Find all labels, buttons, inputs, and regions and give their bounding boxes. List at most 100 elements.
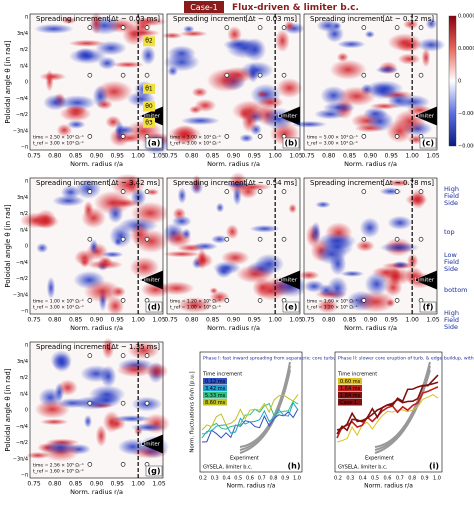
limiter: [414, 106, 437, 126]
blob: [192, 242, 218, 251]
x-tick-label: 1.0: [293, 476, 301, 482]
legend-entry: 1.64 ms: [340, 386, 361, 392]
legend-swatch: [203, 399, 227, 406]
panel-label: (e): [285, 303, 298, 312]
panel: Limiter Spreading increment [Δt ~ 0.78 ms]…: [298, 177, 440, 332]
blob: [386, 179, 412, 187]
blob: [397, 53, 421, 65]
blob: [410, 188, 426, 210]
x-tick-label: 1.00: [405, 153, 419, 160]
plot-label: (h): [287, 462, 300, 471]
probe-marker: [361, 25, 367, 30]
probe-marker: [418, 25, 424, 30]
colorbar-tick: −0.00002: [458, 111, 474, 117]
limiter-label: Limiter: [141, 114, 161, 120]
panel-increment: [Δt ~ 0.54 ms]: [245, 179, 297, 187]
side-label-word: Field: [444, 258, 459, 266]
panel-time: time = 1.00 × 10⁵ Ωᵢ⁻¹: [33, 299, 84, 305]
x-tick-label: 0.6: [384, 476, 392, 482]
blob: [19, 212, 52, 229]
probe-marker: [224, 189, 230, 194]
x-axis-label: Norm. radius r/a: [344, 160, 397, 168]
probe-marker: [87, 72, 93, 78]
panel-label: (c): [422, 139, 434, 148]
probe-marker: [394, 189, 400, 194]
blob: [180, 116, 220, 126]
limiter: [277, 106, 300, 126]
panel-title: Spreading increment: [310, 15, 384, 23]
blob: [239, 133, 254, 143]
blob: [387, 215, 413, 230]
label-box: [145, 301, 163, 313]
x-tick-label: 0.80: [48, 317, 62, 324]
probe-marker: [87, 236, 93, 242]
y-tick-label: 3π/4: [17, 31, 28, 37]
blob: [386, 119, 413, 143]
probe-marker: [257, 236, 263, 242]
blob: [238, 184, 258, 199]
colorbar-tick: 0.00002: [458, 46, 474, 52]
side-label-word: High: [444, 309, 459, 317]
x-tick-label: 0.95: [385, 317, 399, 324]
side-label: bottom: [444, 286, 468, 294]
y-tick-label: 3π/4: [17, 359, 28, 365]
blob: [130, 201, 170, 225]
blob: [68, 39, 106, 47]
side-label-word: Side: [444, 265, 458, 273]
legend-swatch: [338, 392, 362, 399]
x-axis-label: Norm. radius r/a: [227, 483, 276, 490]
y-tick-label: π/2: [20, 375, 28, 381]
blob: [329, 59, 367, 80]
panel-time: time = 1.20 × 10⁵ Ωᵢ⁻¹: [170, 299, 221, 305]
probe-marker: [418, 236, 424, 242]
y-tick-label: π/4: [20, 227, 28, 233]
blob: [177, 187, 187, 204]
limiter-label: Limiter: [278, 114, 298, 120]
legend-swatch: [338, 385, 362, 392]
blob: [172, 124, 197, 146]
panel-increment: [Δt ~ 0.12 ms]: [382, 15, 434, 23]
blob: [158, 281, 195, 296]
x-tick-label: 0.8: [270, 476, 278, 482]
blob: [241, 110, 258, 133]
blob: [320, 85, 347, 106]
blob: [225, 224, 239, 240]
y-tick-label: −π/4: [16, 424, 28, 430]
blob: [101, 337, 115, 360]
experiment-band: [374, 365, 431, 451]
probe-marker: [87, 298, 93, 303]
x-tick-label: 0.85: [206, 317, 220, 324]
legend-entry: 8.60 ms: [205, 400, 226, 406]
blob: [36, 243, 49, 254]
case-badge: [184, 1, 224, 13]
y-tick-label: π: [25, 179, 28, 185]
panel-time: time = 2.50 × 10⁴ Ωᵢ⁻¹: [33, 135, 84, 141]
blob: [310, 221, 321, 244]
blob: [375, 65, 399, 74]
blob: [368, 83, 398, 100]
blob: [43, 94, 68, 111]
panel-label: (d): [147, 303, 160, 312]
probe-marker: [281, 189, 287, 194]
x-tick-label: 0.75: [301, 153, 315, 160]
blob: [288, 203, 297, 214]
blob: [52, 353, 72, 373]
blob: [275, 29, 290, 53]
y-tick-label: −π: [21, 473, 28, 479]
blob: [60, 16, 77, 25]
phase-text: Phase II: slower core eruption of turb. …: [338, 356, 474, 362]
x-axis-label: Norm. radius r/a: [70, 324, 123, 332]
probe-marker: [144, 353, 150, 358]
panel-frame: [29, 341, 164, 479]
side-label-word: Field: [444, 316, 459, 324]
limiter: [140, 106, 163, 126]
probe-marker: [120, 298, 126, 303]
panel-tref: t_ref = 1.00 × 10⁵ Ωᵢ⁻¹: [170, 305, 221, 311]
legend-title: Time increment: [202, 372, 242, 378]
side-label-word: High: [444, 185, 459, 193]
panel-increment: [Δt ~ 0.03 ms]: [108, 15, 160, 23]
blob: [316, 19, 340, 33]
panel-title: Spreading increment: [310, 179, 384, 187]
probe-marker: [120, 400, 126, 406]
panel-label: (f): [423, 303, 434, 312]
